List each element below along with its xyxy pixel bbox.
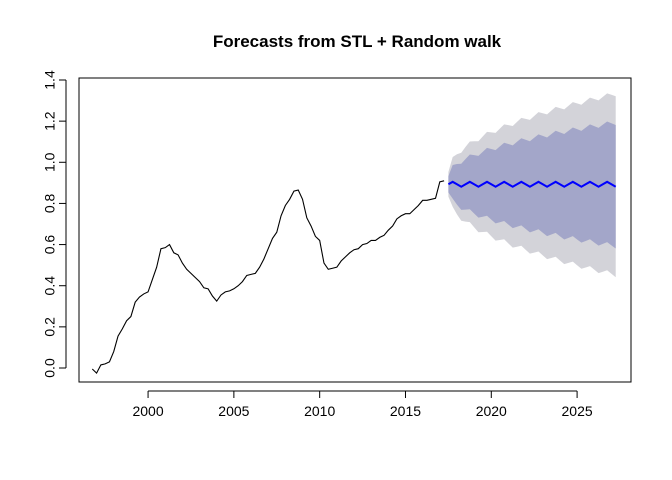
y-tick-label: 1.2 (42, 111, 58, 131)
plot-frame (78, 77, 632, 383)
x-tick-label: 2015 (390, 403, 421, 419)
x-tick-label: 2000 (132, 403, 163, 419)
series-group (91, 180, 617, 375)
y-tick-label: 1.0 (42, 152, 58, 172)
y-tick-label: 0.8 (42, 193, 58, 213)
y-tick-label: 0.0 (42, 358, 58, 378)
x-tick-label: 2010 (304, 403, 335, 419)
y-tick-label: 0.6 (42, 235, 58, 255)
y-tick-label: 0.4 (42, 276, 58, 296)
x-tick-label: 2025 (562, 403, 593, 419)
x-tick-label: 2005 (218, 403, 249, 419)
observed-series-line (91, 180, 445, 375)
forecast-mean-line (447, 180, 617, 188)
y-tick-label: 0.2 (42, 317, 58, 337)
axes-group: 2000 2005 2010 2015 2020 2025 0.0 0.2 0.4 0.6 0.8 1… (42, 70, 593, 419)
x-tick-label: 2020 (476, 403, 507, 419)
y-tick-label: 1.4 (42, 70, 58, 90)
chart-title: Forecasts from STL + Random walk (213, 32, 502, 51)
